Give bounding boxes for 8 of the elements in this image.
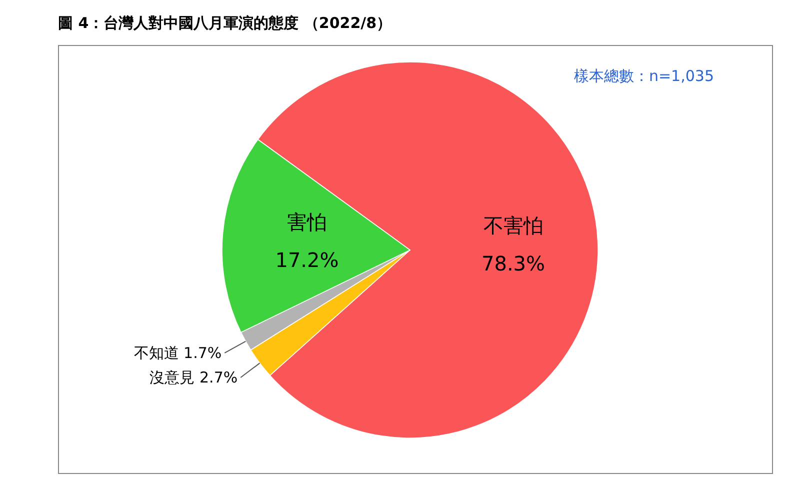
data-label: 78.3% [481, 252, 546, 276]
data-label: 17.2% [275, 248, 339, 272]
slice-label: 不害怕 [483, 214, 544, 238]
slice-label: 沒意見 2.7% [150, 368, 238, 387]
text: 樣本總數：n=1,035 [574, 67, 714, 85]
slice-label: 害怕 [286, 210, 327, 234]
slice-label: 不知道 1.7% [134, 344, 222, 362]
chart-title: 圖 4：台灣人對中國八月軍演的態度 （2022/8） [58, 14, 392, 32]
